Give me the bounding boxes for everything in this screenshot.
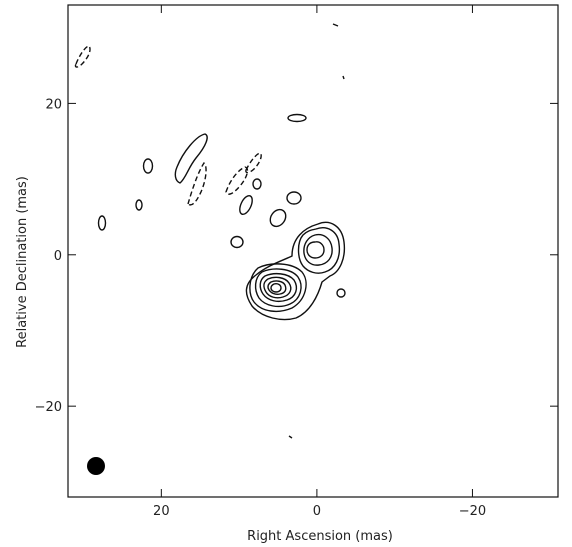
positive-island — [332, 23, 339, 27]
positive-island — [252, 178, 262, 190]
core-contour-2 — [297, 227, 341, 274]
x-tick-label: 20 — [153, 504, 170, 519]
y-tick-label: 20 — [45, 97, 62, 112]
positive-island — [97, 215, 107, 231]
positive-island — [239, 194, 253, 216]
y-tick-label: −20 — [35, 400, 62, 415]
positive-island — [288, 435, 293, 439]
x-tick-label: −20 — [459, 504, 486, 519]
secondary-contour-6 — [270, 283, 282, 293]
positive-island — [230, 235, 244, 249]
core-contour-4 — [306, 241, 325, 259]
secondary-contour-5 — [267, 280, 287, 295]
positive-island — [336, 288, 346, 298]
positive-island — [142, 158, 154, 174]
core-contour-3 — [303, 233, 333, 266]
positive-island — [287, 113, 307, 123]
positive-island — [174, 133, 208, 184]
core-contour-1 — [245, 221, 346, 321]
positive-island — [286, 191, 302, 205]
secondary-contour-1 — [249, 263, 307, 313]
plot-frame — [67, 4, 559, 498]
positive-island — [135, 199, 143, 211]
secondary-contour-2 — [254, 268, 302, 308]
secondary-contour-4 — [263, 276, 292, 299]
y-axis-label: Relative Declination (mas) — [15, 176, 30, 348]
x-tick-label: 0 — [313, 504, 321, 519]
y-tick-label: 0 — [54, 249, 62, 264]
positive-island — [269, 208, 287, 228]
axes: 20 0 −20 20 0 −20 — [35, 4, 559, 519]
restoring-beam — [87, 457, 105, 475]
negative-island — [187, 161, 207, 206]
positive-island — [342, 75, 345, 80]
secondary-contour-3 — [259, 272, 298, 303]
negative-island — [225, 166, 249, 195]
contour-map — [74, 23, 346, 475]
x-axis-label: Right Ascension (mas) — [247, 529, 393, 544]
negative-island — [74, 45, 91, 68]
